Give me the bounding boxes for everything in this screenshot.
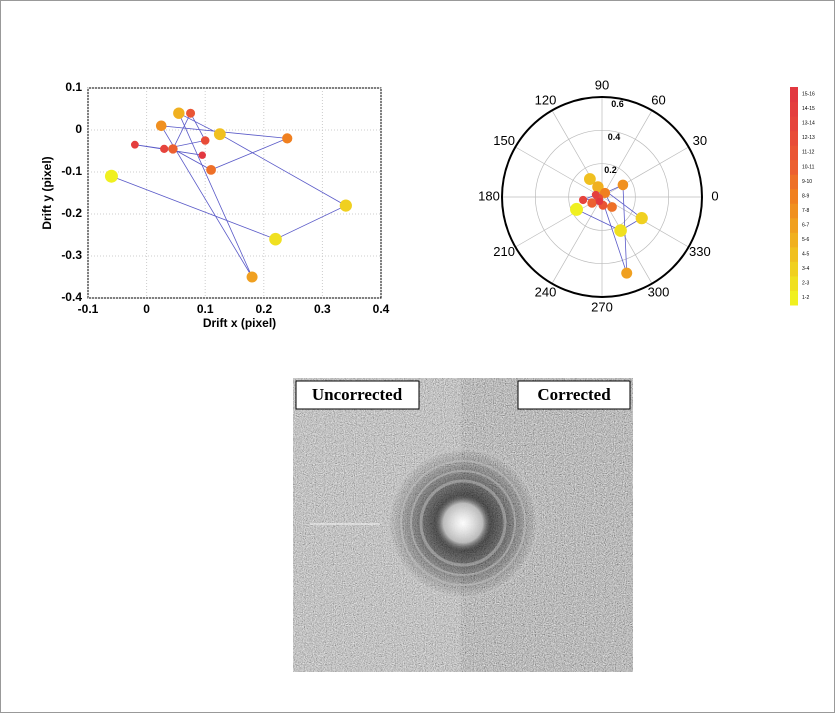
colorbar-label: 12-13 bbox=[802, 135, 815, 141]
center-spot bbox=[435, 495, 491, 551]
drift-point bbox=[214, 128, 226, 140]
image-label: Corrected bbox=[537, 385, 611, 404]
drift-point bbox=[186, 109, 195, 118]
x-axis-label: Drift x (pixel) bbox=[203, 316, 276, 330]
drift-point bbox=[131, 141, 139, 149]
drift-point bbox=[579, 196, 587, 204]
y-tick-label: 0 bbox=[75, 122, 82, 136]
drift-point bbox=[247, 272, 258, 283]
x-tick-label: -0.1 bbox=[78, 302, 99, 316]
drift-point bbox=[282, 133, 292, 143]
y-tick-label: -0.3 bbox=[61, 248, 82, 262]
colorbar-label: 8-9 bbox=[802, 193, 809, 199]
angle-label: 300 bbox=[648, 285, 670, 300]
drift-point bbox=[156, 121, 167, 132]
colorbar-swatch bbox=[790, 102, 798, 117]
drift-point bbox=[340, 200, 352, 212]
plot-area bbox=[88, 88, 381, 298]
angle-label: 240 bbox=[535, 285, 557, 300]
angle-label: 210 bbox=[493, 244, 515, 259]
colorbar-label: 10-11 bbox=[802, 164, 815, 170]
y-tick-label: -0.1 bbox=[61, 164, 82, 178]
colorbar-label: 7-8 bbox=[802, 208, 809, 214]
angle-label: 60 bbox=[651, 92, 665, 107]
colorbar-swatch bbox=[790, 247, 798, 262]
y-axis-label: Drift y (pixel) bbox=[40, 156, 54, 229]
y-tick-label: -0.4 bbox=[61, 290, 82, 304]
radius-label: 0.2 bbox=[604, 165, 617, 175]
colorbar-swatch bbox=[790, 116, 798, 131]
drift-point bbox=[614, 224, 627, 237]
colorbar: 1-2 2-3 3-4 4-5 5-6 6-7 7-8 8-9 9-10 10-11 11-12 12… bbox=[790, 87, 815, 306]
drift-point bbox=[173, 108, 184, 119]
angle-label: 270 bbox=[591, 299, 613, 314]
radius-label: 0.6 bbox=[611, 99, 624, 109]
y-tick-label: 0.1 bbox=[65, 80, 82, 94]
colorbar-label: 6-7 bbox=[802, 222, 809, 228]
angle-label: 0 bbox=[711, 188, 718, 203]
colorbar-swatch bbox=[790, 261, 798, 276]
angle-label: 150 bbox=[493, 133, 515, 148]
drift-point bbox=[570, 203, 583, 216]
drift-point bbox=[199, 152, 206, 159]
drift-point bbox=[621, 268, 632, 279]
drift-point bbox=[206, 165, 216, 175]
drift-point bbox=[618, 180, 629, 191]
drift-point bbox=[592, 191, 600, 199]
x-tick-label: 0.4 bbox=[373, 302, 390, 316]
angle-label: 330 bbox=[689, 244, 711, 259]
angle-label: 30 bbox=[693, 133, 707, 148]
drift-point bbox=[269, 233, 282, 246]
drift-point bbox=[160, 145, 168, 153]
polar-plot: 0 30 60 90 120 150 180 210 240 270 300 330 0.2 0.4 0.6 bbox=[478, 77, 718, 314]
colorbar-swatch bbox=[790, 290, 798, 305]
drift-point bbox=[105, 170, 118, 183]
colorbar-label: 13-14 bbox=[802, 121, 815, 127]
colorbar-swatch bbox=[790, 131, 798, 146]
colorbar-swatch bbox=[790, 160, 798, 175]
colorbar-swatch bbox=[790, 232, 798, 247]
figure: -0.100.10.20.30.4-0.4-0.3-0.2-0.100.1Dri… bbox=[0, 0, 835, 713]
colorbar-label: 14-15 bbox=[802, 106, 815, 112]
spoke bbox=[515, 147, 602, 197]
x-tick-label: 0 bbox=[143, 302, 150, 316]
colorbar-swatch bbox=[790, 174, 798, 189]
drift-point bbox=[201, 136, 210, 145]
x-tick-label: 0.1 bbox=[197, 302, 214, 316]
fft-image: Uncorrected Corrected bbox=[293, 378, 633, 672]
drift-point bbox=[596, 198, 603, 205]
colorbar-swatch bbox=[790, 276, 798, 291]
colorbar-label: 11-12 bbox=[802, 150, 815, 156]
image-label: Uncorrected bbox=[312, 385, 403, 404]
y-tick-label: -0.2 bbox=[61, 206, 82, 220]
x-tick-label: 0.3 bbox=[314, 302, 331, 316]
colorbar-label: 5-6 bbox=[802, 237, 809, 243]
drift-point bbox=[636, 212, 648, 224]
radius-label: 0.4 bbox=[608, 132, 621, 142]
colorbar-label: 1-2 bbox=[802, 295, 809, 301]
colorbar-swatch bbox=[790, 87, 798, 102]
colorbar-label: 9-10 bbox=[802, 179, 812, 185]
colorbar-label: 2-3 bbox=[802, 281, 809, 287]
colorbar-label: 15-16 bbox=[802, 92, 815, 98]
angle-label: 120 bbox=[535, 92, 557, 107]
drift-point bbox=[607, 202, 617, 212]
colorbar-swatch bbox=[790, 203, 798, 218]
angle-label: 180 bbox=[478, 188, 500, 203]
colorbar-label: 4-5 bbox=[802, 251, 809, 257]
colorbar-swatch bbox=[790, 145, 798, 160]
colorbar-swatch bbox=[790, 218, 798, 233]
colorbar-label: 3-4 bbox=[802, 266, 809, 272]
angle-label: 90 bbox=[595, 77, 609, 92]
colorbar-swatch bbox=[790, 189, 798, 204]
drift-point bbox=[168, 144, 177, 153]
x-tick-label: 0.2 bbox=[255, 302, 272, 316]
